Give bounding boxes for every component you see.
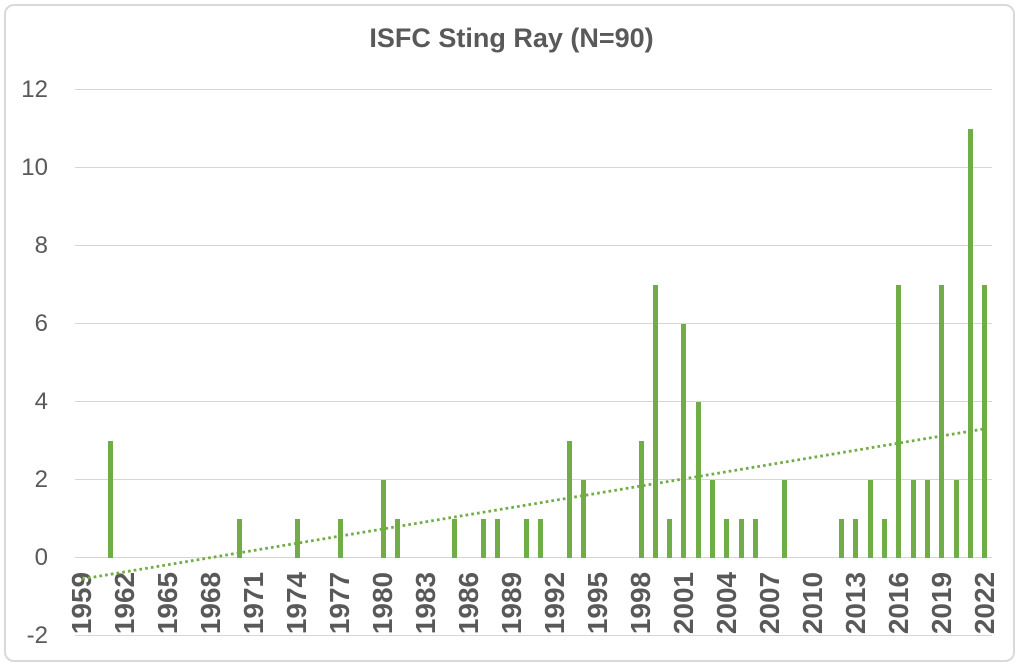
bar-2001 bbox=[681, 323, 687, 558]
x-axis-tick-label: 1965 bbox=[152, 571, 184, 635]
y-axis-tick-label: 2 bbox=[34, 465, 48, 493]
y-gridline-2 bbox=[75, 479, 992, 480]
bar-1988 bbox=[495, 518, 501, 558]
x-axis-tick-label: 2004 bbox=[710, 571, 742, 635]
x-axis-tick-label: 1986 bbox=[453, 571, 484, 635]
bar-2021 bbox=[968, 128, 973, 558]
bar-1993 bbox=[566, 440, 572, 558]
bar-1980 bbox=[380, 479, 386, 558]
y-axis-tick-label: 6 bbox=[34, 309, 48, 337]
bar-2000 bbox=[667, 518, 673, 558]
x-axis-tick-label: 1968 bbox=[195, 571, 227, 635]
x-axis-tick-label: 2001 bbox=[667, 571, 699, 635]
x-axis-tick-label: 1974 bbox=[281, 571, 313, 635]
bar-2002 bbox=[695, 401, 701, 558]
x-axis-tick-label: 2016 bbox=[882, 571, 914, 635]
chart-title: ISFC Sting Ray (N=90) bbox=[369, 23, 654, 53]
x-axis-tick-label: 1989 bbox=[496, 571, 527, 635]
x-axis-tick-label: 1977 bbox=[324, 571, 356, 635]
y-axis-tick-label: 10 bbox=[21, 153, 48, 181]
bar-2014 bbox=[867, 479, 873, 558]
bar-1987 bbox=[480, 518, 486, 558]
y-axis-tick-label: 8 bbox=[34, 231, 48, 259]
bar-1970 bbox=[237, 518, 243, 558]
x-axis-tick-label: 1971 bbox=[238, 571, 270, 635]
bar-2015 bbox=[882, 518, 887, 558]
y-axis-tick-label: -2 bbox=[26, 621, 48, 649]
chart-border bbox=[4, 4, 1015, 662]
bar-1985 bbox=[452, 518, 458, 558]
x-axis-tick-label: 1998 bbox=[625, 571, 656, 635]
x-axis-tick-label: 2013 bbox=[839, 571, 871, 635]
bar-2018 bbox=[925, 479, 930, 558]
x-axis-tick-label: 1980 bbox=[367, 571, 399, 635]
bar-2022 bbox=[982, 284, 988, 558]
bar-2012 bbox=[839, 518, 845, 558]
y-gridline-6 bbox=[75, 323, 992, 324]
bar-1990 bbox=[523, 518, 529, 558]
bar-2020 bbox=[953, 479, 959, 558]
bar-1994 bbox=[581, 479, 587, 558]
y-gridline--2 bbox=[75, 635, 992, 636]
x-axis-tick-label: 2022 bbox=[968, 571, 1000, 635]
bar-1991 bbox=[538, 518, 544, 558]
bar-1961 bbox=[108, 440, 114, 558]
bar-1977 bbox=[337, 518, 343, 558]
x-axis-tick-label: 2007 bbox=[753, 571, 785, 635]
bar-1974 bbox=[294, 518, 300, 558]
bar-2003 bbox=[710, 479, 716, 558]
bar-2006 bbox=[753, 518, 759, 558]
bar-2019 bbox=[939, 284, 945, 558]
y-gridline-10 bbox=[75, 167, 992, 168]
y-gridline-4 bbox=[75, 401, 992, 402]
y-axis-tick-label: 0 bbox=[34, 543, 48, 571]
x-axis-tick-label: 2019 bbox=[925, 571, 957, 635]
bar-1981 bbox=[394, 518, 400, 558]
x-axis-tick-label: 1995 bbox=[582, 571, 613, 635]
bar-2016 bbox=[896, 284, 902, 558]
bar-1999 bbox=[652, 284, 658, 558]
bar-2017 bbox=[910, 479, 916, 558]
x-axis-tick-label: 2010 bbox=[796, 571, 828, 635]
bar-2013 bbox=[853, 518, 859, 558]
x-axis-tick-label: 1959 bbox=[66, 571, 98, 635]
y-axis-tick-label: 12 bbox=[21, 75, 48, 103]
x-axis-tick-label: 1983 bbox=[410, 571, 441, 635]
x-axis-tick-label: 1962 bbox=[109, 571, 141, 635]
bar-1998 bbox=[638, 440, 644, 558]
y-gridline-12 bbox=[75, 89, 992, 90]
y-axis-tick-label: 4 bbox=[34, 387, 48, 415]
bar-2008 bbox=[781, 479, 787, 558]
y-gridline-8 bbox=[75, 245, 992, 246]
bar-2004 bbox=[724, 518, 730, 558]
x-axis-tick-label: 1992 bbox=[539, 571, 570, 635]
bar-2005 bbox=[738, 518, 744, 558]
